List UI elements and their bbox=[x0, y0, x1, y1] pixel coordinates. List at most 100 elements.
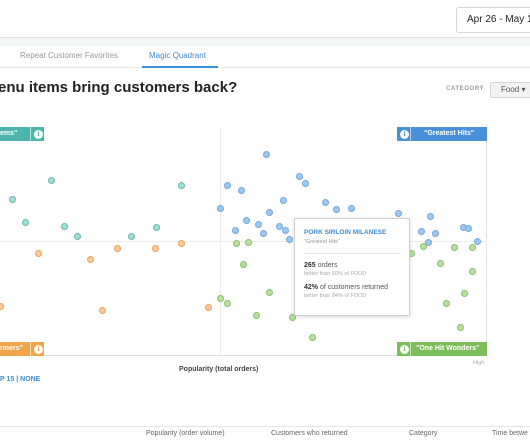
menu-item-dot[interactable] bbox=[469, 268, 476, 275]
x-axis-high-label: High bbox=[473, 360, 485, 366]
column-header-time-between[interactable]: Time betwe bbox=[492, 430, 528, 437]
menu-item-dot[interactable] bbox=[286, 236, 293, 243]
menu-item-dot[interactable] bbox=[465, 225, 472, 232]
menu-item-dot[interactable] bbox=[128, 233, 135, 240]
top-filter-links[interactable]: P 15 | NONE bbox=[0, 376, 41, 383]
menu-item-dot[interactable] bbox=[322, 199, 329, 206]
menu-item-dot[interactable] bbox=[87, 256, 94, 263]
menu-item-dot[interactable] bbox=[266, 209, 273, 216]
menu-item-dot[interactable] bbox=[333, 206, 340, 213]
tooltip-orders-note: better than 60% of FOOD bbox=[304, 271, 367, 277]
category-dropdown[interactable]: Food ▾ bbox=[490, 82, 530, 98]
menu-item-dot[interactable] bbox=[276, 223, 283, 230]
info-icon[interactable]: i bbox=[30, 127, 44, 141]
quadrant-label-one-hit-wonders: i "One Hit Wonders" bbox=[397, 342, 487, 356]
menu-item-dot[interactable] bbox=[469, 244, 476, 251]
menu-item-dot[interactable] bbox=[296, 173, 303, 180]
menu-item-dot[interactable] bbox=[437, 260, 444, 267]
column-header-customers-returned[interactable]: Customers who returned bbox=[271, 430, 348, 437]
quadrant-label-text: "Greatest Hits" bbox=[424, 130, 475, 137]
column-header-popularity[interactable]: Popularity (order volume) bbox=[146, 430, 225, 437]
menu-item-dot[interactable] bbox=[395, 210, 402, 217]
menu-item-dot[interactable] bbox=[243, 217, 250, 224]
header-separator bbox=[0, 38, 530, 46]
menu-item-dot[interactable] bbox=[178, 240, 185, 247]
menu-item-dot[interactable] bbox=[289, 314, 296, 321]
menu-item-dot[interactable] bbox=[224, 300, 231, 307]
info-glyph: i bbox=[400, 344, 409, 354]
menu-item-dot[interactable] bbox=[302, 180, 309, 187]
menu-item-dot[interactable] bbox=[282, 227, 289, 234]
menu-item-dot[interactable] bbox=[260, 230, 267, 237]
info-icon[interactable]: i bbox=[30, 342, 44, 356]
menu-item-dot[interactable] bbox=[9, 196, 16, 203]
menu-item-dot[interactable] bbox=[22, 219, 29, 226]
tooltip-divider bbox=[304, 253, 400, 254]
tooltip-subtitle: "Greatest Hits" bbox=[304, 239, 340, 245]
menu-item-dot[interactable] bbox=[233, 240, 240, 247]
tooltip-title: PORK SIRLOIN MILANESE bbox=[304, 229, 387, 236]
menu-item-dot[interactable] bbox=[425, 239, 432, 246]
menu-item-dot[interactable] bbox=[432, 230, 439, 237]
quadrant-label-hidden-gems: ems" i bbox=[0, 127, 44, 141]
info-glyph: i bbox=[34, 344, 43, 354]
active-tab-indicator bbox=[142, 66, 218, 68]
menu-item-dot[interactable] bbox=[280, 197, 287, 204]
menu-item-dot[interactable] bbox=[245, 239, 252, 246]
tooltip-orders-label: orders bbox=[315, 262, 338, 269]
quadrant-horizontal-divider bbox=[0, 241, 487, 242]
menu-item-dot[interactable] bbox=[240, 261, 247, 268]
tooltip-orders: 265 orders bbox=[304, 262, 400, 269]
menu-item-dot[interactable] bbox=[266, 289, 273, 296]
tooltip-orders-value: 265 bbox=[304, 262, 316, 269]
menu-item-dot[interactable] bbox=[217, 295, 224, 302]
menu-item-dot[interactable] bbox=[217, 205, 224, 212]
quadrant-label-text: rmers" bbox=[0, 345, 23, 352]
quadrant-label-greatest-hits: i "Greatest Hits" bbox=[397, 127, 487, 141]
menu-item-dot[interactable] bbox=[153, 224, 160, 231]
menu-item-dot[interactable] bbox=[35, 250, 42, 257]
quadrant-label-text: ems" bbox=[0, 130, 18, 137]
menu-item-dot[interactable] bbox=[99, 307, 106, 314]
menu-item-dot[interactable] bbox=[224, 182, 231, 189]
menu-item-dot[interactable] bbox=[461, 290, 468, 297]
menu-item-dot[interactable] bbox=[253, 312, 260, 319]
info-glyph: i bbox=[34, 129, 43, 139]
info-icon[interactable]: i bbox=[397, 127, 411, 141]
menu-item-dot[interactable] bbox=[178, 182, 185, 189]
menu-item-tooltip: PORK SIRLOIN MILANESE "Greatest Hits" 26… bbox=[294, 218, 410, 316]
menu-item-dot[interactable] bbox=[0, 303, 4, 310]
top-bar: Apr 26 - May 10, bbox=[0, 0, 530, 38]
menu-item-dot[interactable] bbox=[427, 213, 434, 220]
quadrant-label-text: "One Hit Wonders" bbox=[416, 345, 480, 352]
menu-item-dot[interactable] bbox=[309, 334, 316, 341]
menu-item-dot[interactable] bbox=[61, 223, 68, 230]
menu-item-dot[interactable] bbox=[420, 243, 427, 250]
tab-repeat-customer-favorites[interactable]: Repeat Customer Favorites bbox=[20, 51, 118, 60]
menu-item-dot[interactable] bbox=[418, 228, 425, 235]
tab-magic-quadrant[interactable]: Magic Quadrant bbox=[149, 51, 206, 60]
menu-item-dot[interactable] bbox=[48, 177, 55, 184]
quadrant-chart bbox=[0, 127, 487, 356]
date-range-picker[interactable]: Apr 26 - May 10, bbox=[456, 7, 530, 33]
menu-item-dot[interactable] bbox=[474, 238, 481, 245]
menu-item-dot[interactable] bbox=[255, 221, 262, 228]
tooltip-returned-label: of customers returned bbox=[318, 284, 389, 291]
menu-item-dot[interactable] bbox=[205, 304, 212, 311]
menu-item-dot[interactable] bbox=[238, 187, 245, 194]
menu-item-dot[interactable] bbox=[443, 300, 450, 307]
menu-item-dot[interactable] bbox=[152, 245, 159, 252]
tooltip-returned-value: 42% bbox=[304, 284, 319, 291]
menu-item-dot[interactable] bbox=[114, 245, 121, 252]
tooltip-returned: 42% of customers returned bbox=[304, 284, 400, 291]
quadrant-label-underperformers: rmers" i bbox=[0, 342, 44, 356]
menu-item-dot[interactable] bbox=[457, 324, 464, 331]
table-header: Popularity (order volume) Customers who … bbox=[0, 426, 530, 442]
column-header-category[interactable]: Category bbox=[409, 430, 438, 437]
menu-item-dot[interactable] bbox=[74, 233, 81, 240]
menu-item-dot[interactable] bbox=[232, 227, 239, 234]
menu-item-dot[interactable] bbox=[451, 244, 458, 251]
menu-item-dot[interactable] bbox=[263, 151, 270, 158]
menu-item-dot[interactable] bbox=[348, 205, 355, 212]
info-icon[interactable]: i bbox=[397, 342, 411, 356]
